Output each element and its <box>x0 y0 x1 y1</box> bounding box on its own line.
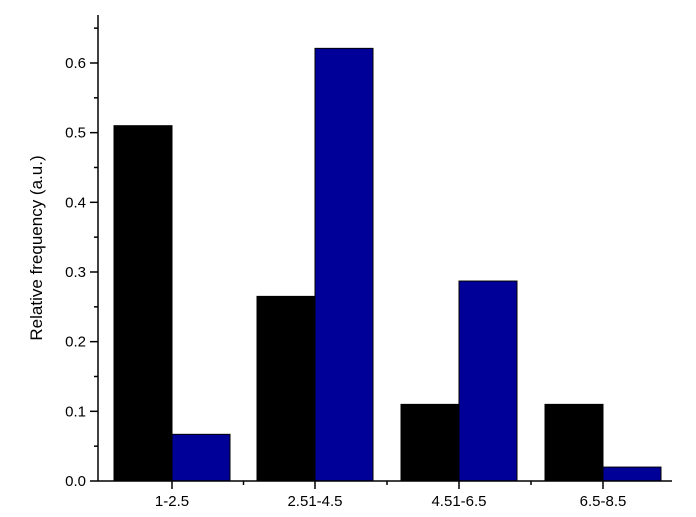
bar-series-1-1-2.5 <box>113 125 173 482</box>
y-tick-label: 0.1 <box>65 403 86 420</box>
bar-series-1-4.51-6.5 <box>400 403 460 482</box>
bar-series-2-2.51-4.5 <box>314 47 374 482</box>
x-tick-label: 2.51-4.5 <box>287 493 342 510</box>
y-tick-label: 0.5 <box>65 125 86 142</box>
bar-series-1-2.51-4.5 <box>256 295 316 482</box>
y-axis-label: Relative frequency (a.u.) <box>27 155 46 340</box>
y-tick-label: 0.0 <box>65 473 86 490</box>
y-tick-label: 0.6 <box>65 55 86 72</box>
x-tick-label: 6.5-8.5 <box>580 493 627 510</box>
bar-series-1-6.5-8.5 <box>544 403 604 482</box>
bar-series-2-1-2.5 <box>171 433 231 482</box>
y-tick-label: 0.3 <box>65 264 86 281</box>
y-tick-label: 0.4 <box>65 194 86 211</box>
bar-series-2-6.5-8.5 <box>602 466 662 482</box>
x-tick-label: 1-2.5 <box>155 493 189 510</box>
bar-series-2-4.51-6.5 <box>458 280 518 482</box>
x-tick-label: 4.51-6.5 <box>431 493 486 510</box>
y-tick-label: 0.2 <box>65 334 86 351</box>
